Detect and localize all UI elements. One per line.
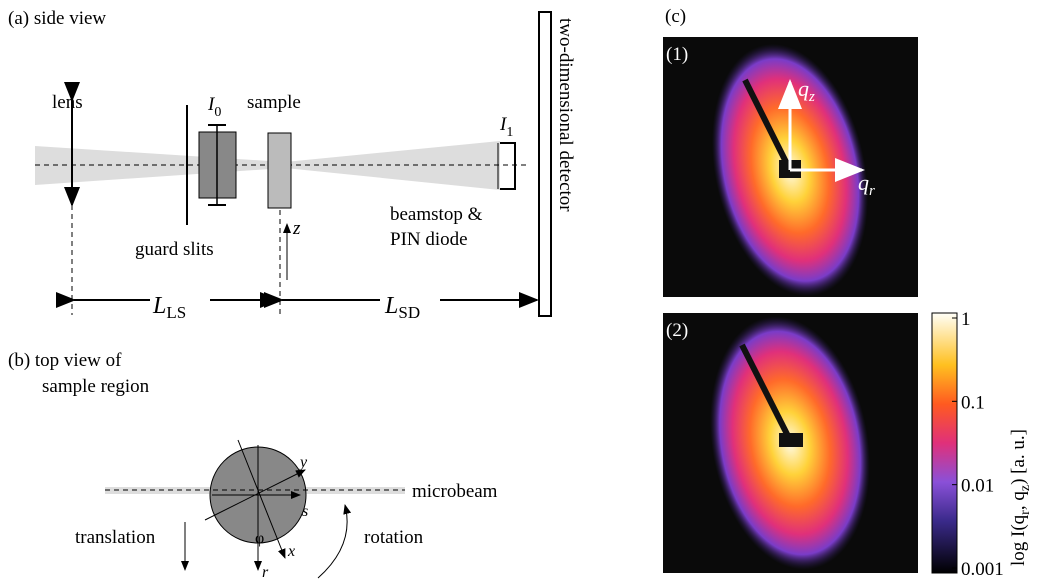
detector-label: two-dimensional detector	[555, 18, 576, 212]
panel-title: sample region	[42, 376, 150, 397]
colorbar-label: log I(qr, qz) [a. u.]	[1008, 429, 1033, 566]
z-label: z	[292, 218, 301, 239]
beamstop-shadow	[742, 78, 793, 172]
x-axis	[237, 439, 286, 559]
translation-label: translation	[75, 527, 156, 548]
label-bg	[380, 290, 440, 320]
panel-title: (c)	[665, 6, 686, 27]
beamstop-label: PIN diode	[390, 229, 468, 250]
qz-label: qz	[798, 76, 815, 105]
beamstop-shadow	[739, 343, 793, 442]
rotation-label: rotation	[364, 527, 424, 548]
panel-title: (b) top view of	[8, 350, 122, 371]
x-label: x	[287, 543, 295, 560]
label-bg	[150, 290, 210, 320]
i0-label: I0	[207, 94, 221, 120]
lsd-label: LSD	[384, 293, 420, 322]
sample	[267, 132, 292, 209]
microbeam-label: microbeam	[412, 481, 498, 502]
qr-label: qr	[858, 170, 875, 199]
image-label: (1)	[666, 44, 688, 65]
lens-label: lens	[52, 92, 83, 113]
phi-label: φ	[255, 530, 264, 547]
beamstop-label: beamstop &	[390, 204, 483, 225]
rotation-arrow	[317, 504, 352, 579]
beamstop	[500, 142, 516, 190]
i1-label: I1	[499, 114, 513, 140]
colorbar-tick-label: 0.1	[961, 392, 985, 413]
colorbar-tick-label: 0.001	[961, 559, 1004, 580]
detector	[538, 11, 552, 317]
image-label: (2)	[666, 320, 688, 341]
colorbar-tick-label: 0.01	[961, 476, 994, 497]
lls-label: LLS	[152, 293, 186, 322]
s-label: s	[302, 503, 308, 520]
colorbar-tick-label: 1	[961, 309, 971, 330]
panel-title: (a) side view	[8, 8, 106, 29]
y-label: y	[298, 454, 308, 471]
sample-label: sample	[247, 92, 301, 113]
colorbar-scale	[931, 312, 958, 574]
beamstop-shadow	[779, 433, 803, 447]
y-axis	[204, 469, 306, 521]
slits-label: guard slits	[135, 239, 214, 260]
colorbar	[931, 312, 958, 574]
r-label: r	[262, 564, 269, 581]
